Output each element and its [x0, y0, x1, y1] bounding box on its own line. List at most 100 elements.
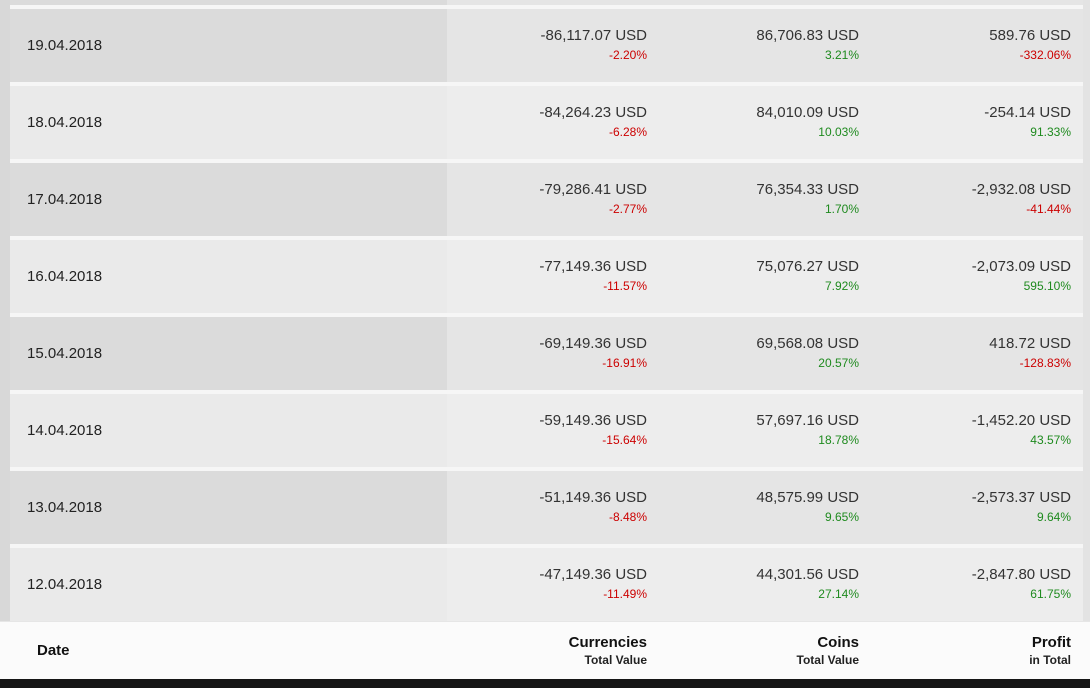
currencies-cell: -47,149.36 USD -11.49%	[447, 548, 659, 621]
currencies-value: -51,149.36 USD	[539, 489, 647, 506]
date-cell: 14.04.2018	[10, 394, 447, 467]
coins-percent: 7.92%	[824, 279, 859, 293]
right-gutter	[1083, 0, 1090, 621]
profit-cell: -2,573.37 USD 9.64%	[871, 471, 1083, 544]
currencies-value: -79,286.41 USD	[539, 181, 647, 198]
coins-value: 76,354.33 USD	[756, 181, 859, 198]
left-gutter	[0, 0, 10, 621]
coins-cell	[659, 0, 871, 5]
coins-cell: 57,697.16 USD 18.78%	[659, 394, 871, 467]
profit-cell: -254.14 USD 91.33%	[871, 86, 1083, 159]
column-header-date[interactable]: Date	[0, 622, 447, 679]
column-header-sublabel: Total Value	[584, 653, 647, 667]
table-row[interactable]: 17.04.2018 -79,286.41 USD -2.77% 76,354.…	[10, 163, 1083, 236]
table-row[interactable]: 18.04.2018 -84,264.23 USD -6.28% 84,010.…	[10, 86, 1083, 159]
currencies-percent: -2.20%	[608, 48, 647, 62]
coins-value: 57,697.16 USD	[756, 412, 859, 429]
coins-percent: 20.57%	[818, 356, 859, 370]
profit-value: -2,573.37 USD	[971, 489, 1071, 506]
currencies-value: -77,149.36 USD	[539, 258, 647, 275]
profit-value: -2,847.80 USD	[971, 566, 1071, 583]
coins-percent: 18.78%	[818, 433, 859, 447]
currencies-percent: -15.64%	[602, 433, 647, 447]
currencies-cell: -77,149.36 USD -11.57%	[447, 240, 659, 313]
profit-cell: 418.72 USD -128.83%	[871, 317, 1083, 390]
coins-value: 86,706.83 USD	[756, 27, 859, 44]
currencies-cell: -69,149.36 USD -16.91%	[447, 317, 659, 390]
coins-value: 69,568.08 USD	[756, 335, 859, 352]
coins-cell: 84,010.09 USD 10.03%	[659, 86, 871, 159]
coins-value: 44,301.56 USD	[756, 566, 859, 583]
column-header-currencies[interactable]: Currencies Total Value	[447, 622, 659, 679]
column-header-coins[interactable]: Coins Total Value	[659, 622, 871, 679]
coins-percent: 1.70%	[824, 202, 859, 216]
date-cell: 18.04.2018	[10, 86, 447, 159]
profit-percent: -41.44%	[1026, 202, 1071, 216]
table-row[interactable]: 15.04.2018 -69,149.36 USD -16.91% 69,568…	[10, 317, 1083, 390]
currencies-value: -84,264.23 USD	[539, 104, 647, 121]
coins-cell: 69,568.08 USD 20.57%	[659, 317, 871, 390]
profit-value: -1,452.20 USD	[971, 412, 1071, 429]
coins-cell: 76,354.33 USD 1.70%	[659, 163, 871, 236]
profit-cell: 589.76 USD -332.06%	[871, 9, 1083, 82]
coins-value: 48,575.99 USD	[756, 489, 859, 506]
table-row[interactable]: 12.04.2018 -47,149.36 USD -11.49% 44,301…	[10, 548, 1083, 621]
coins-percent: 27.14%	[818, 587, 859, 601]
date-cell: 16.04.2018	[10, 240, 447, 313]
table-row[interactable]: 16.04.2018 -77,149.36 USD -11.57% 75,076…	[10, 240, 1083, 313]
profit-percent: -332.06%	[1019, 48, 1071, 62]
column-header-label: Profit	[1031, 634, 1071, 651]
currencies-cell: -79,286.41 USD -2.77%	[447, 163, 659, 236]
profit-percent: 43.57%	[1030, 433, 1071, 447]
currencies-percent: -8.48%	[608, 510, 647, 524]
column-header-sublabel: in Total	[1029, 653, 1071, 667]
column-header-row: Date Currencies Total Value Coins Total …	[0, 621, 1090, 679]
currencies-percent: -2.77%	[608, 202, 647, 216]
date-cell: 13.04.2018	[10, 471, 447, 544]
table-row[interactable]: 19.04.2018 -86,117.07 USD -2.20% 86,706.…	[10, 9, 1083, 82]
currencies-percent: -11.57%	[603, 279, 647, 293]
currencies-cell	[447, 0, 659, 5]
coins-value: 84,010.09 USD	[756, 104, 859, 121]
column-header-profit[interactable]: Profit in Total	[871, 622, 1083, 679]
table-rows: 19.04.2018 -86,117.07 USD -2.20% 86,706.…	[10, 9, 1083, 621]
currencies-cell: -51,149.36 USD -8.48%	[447, 471, 659, 544]
currencies-value: -69,149.36 USD	[539, 335, 647, 352]
currencies-cell: -84,264.23 USD -6.28%	[447, 86, 659, 159]
column-header-label: Date	[37, 642, 70, 659]
date-cell: 15.04.2018	[10, 317, 447, 390]
profit-value: -254.14 USD	[984, 104, 1071, 121]
date-cell: 17.04.2018	[10, 163, 447, 236]
date-cell: 12.04.2018	[10, 548, 447, 621]
currencies-percent: -16.91%	[602, 356, 647, 370]
column-header-sublabel: Total Value	[796, 653, 859, 667]
currencies-cell: -59,149.36 USD -15.64%	[447, 394, 659, 467]
table-row[interactable]: 14.04.2018 -59,149.36 USD -15.64% 57,697…	[10, 394, 1083, 467]
coins-percent: 10.03%	[818, 125, 859, 139]
profit-percent: 61.75%	[1030, 587, 1071, 601]
clipped-row-top	[10, 0, 1083, 5]
profit-cell: -2,932.08 USD -41.44%	[871, 163, 1083, 236]
profit-percent: 595.10%	[1023, 279, 1071, 293]
table-row[interactable]: 13.04.2018 -51,149.36 USD -8.48% 48,575.…	[10, 471, 1083, 544]
coins-cell: 75,076.27 USD 7.92%	[659, 240, 871, 313]
currencies-value: -47,149.36 USD	[539, 566, 647, 583]
profit-value: -2,932.08 USD	[971, 181, 1071, 198]
currencies-value: -59,149.36 USD	[539, 412, 647, 429]
profit-cell	[871, 0, 1083, 5]
date-cell: 19.04.2018	[10, 9, 447, 82]
currencies-value: -86,117.07 USD	[540, 27, 647, 44]
profit-percent: 91.33%	[1030, 125, 1071, 139]
column-header-label: Currencies	[568, 634, 647, 651]
profit-value: 418.72 USD	[989, 335, 1071, 352]
currencies-percent: -11.49%	[603, 587, 647, 601]
profit-value: -2,073.09 USD	[971, 258, 1071, 275]
bottom-bar	[0, 679, 1090, 688]
profit-percent: 9.64%	[1036, 510, 1071, 524]
coins-cell: 86,706.83 USD 3.21%	[659, 9, 871, 82]
coins-cell: 48,575.99 USD 9.65%	[659, 471, 871, 544]
coins-percent: 3.21%	[824, 48, 859, 62]
coins-value: 75,076.27 USD	[756, 258, 859, 275]
coins-cell: 44,301.56 USD 27.14%	[659, 548, 871, 621]
currencies-percent: -6.28%	[608, 125, 647, 139]
